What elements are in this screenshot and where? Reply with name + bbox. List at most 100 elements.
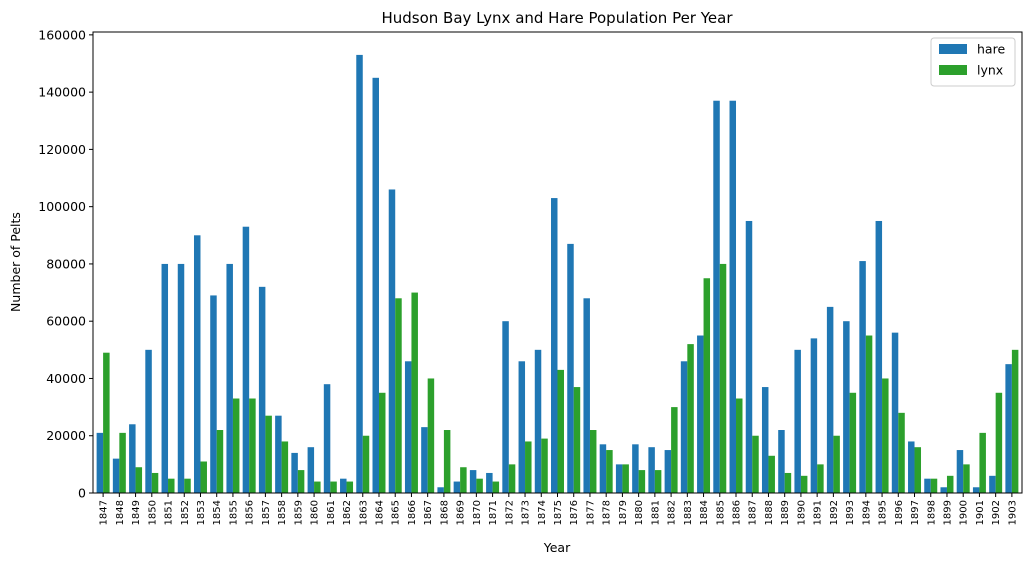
bar-hare-1889 bbox=[778, 430, 785, 493]
bar-hare-1877 bbox=[583, 298, 590, 493]
x-tick-label: 1862 bbox=[342, 500, 353, 525]
bar-lynx-1866 bbox=[411, 292, 418, 493]
bar-hare-1872 bbox=[502, 321, 509, 493]
bar-hare-1860 bbox=[307, 447, 315, 493]
bar-hare-1864 bbox=[372, 77, 379, 493]
x-tick-label: 1868 bbox=[439, 500, 450, 525]
x-tick-label: 1877 bbox=[585, 500, 596, 525]
x-tick-label: 1855 bbox=[228, 500, 239, 525]
bar-hare-1870 bbox=[469, 470, 477, 493]
bar-lynx-1898 bbox=[930, 478, 938, 493]
bar-lynx-1881 bbox=[654, 470, 662, 493]
bar-lynx-1848 bbox=[119, 432, 126, 493]
bar-hare-1851 bbox=[161, 263, 169, 493]
bar-hare-1885 bbox=[713, 100, 720, 493]
bar-lynx-1888 bbox=[768, 455, 775, 493]
legend-label-hare: hare bbox=[977, 42, 1005, 57]
x-tick-label: 1875 bbox=[553, 500, 564, 525]
x-tick-label: 1879 bbox=[618, 500, 629, 525]
legend: hare lynx bbox=[930, 37, 1016, 87]
bar-hare-1859 bbox=[291, 452, 298, 493]
x-tick-label: 1867 bbox=[423, 500, 434, 525]
bar-hare-1886 bbox=[729, 100, 737, 493]
x-tick-label: 1896 bbox=[894, 500, 905, 525]
bar-hare-1901 bbox=[972, 487, 980, 493]
bar-lynx-1850 bbox=[151, 472, 159, 493]
bar-lynx-1899 bbox=[946, 475, 954, 493]
bar-lynx-1891 bbox=[817, 464, 824, 493]
bar-lynx-1892 bbox=[833, 435, 840, 493]
bar-lynx-1855 bbox=[232, 398, 240, 493]
bar-lynx-1849 bbox=[135, 467, 143, 493]
x-tick-label: 1851 bbox=[164, 500, 175, 525]
bar-lynx-1901 bbox=[979, 432, 986, 493]
bar-hare-1896 bbox=[891, 332, 899, 493]
x-axis: 1847 1848 1849 1850 1851 1852 1853 1854 1855 1856… bbox=[99, 493, 1018, 525]
bar-lynx-1864 bbox=[378, 392, 386, 493]
x-tick-label: 1848 bbox=[115, 500, 126, 525]
x-tick-label: 1870 bbox=[472, 500, 483, 525]
bar-hare-1878 bbox=[599, 444, 607, 493]
bar-lynx-1893 bbox=[849, 392, 857, 493]
bar-hare-1881 bbox=[648, 447, 655, 493]
bar-lynx-1897 bbox=[914, 447, 922, 493]
bar-hare-1868 bbox=[437, 487, 444, 493]
x-tick-label: 1863 bbox=[358, 500, 369, 525]
x-tick-label: 1861 bbox=[326, 500, 337, 525]
bar-lynx-1870 bbox=[476, 478, 483, 493]
bar-hare-1897 bbox=[908, 441, 915, 493]
bar-hare-1850 bbox=[145, 349, 152, 493]
bar-hare-1852 bbox=[177, 263, 185, 493]
bar-lynx-1873 bbox=[525, 441, 532, 493]
x-tick-label: 1897 bbox=[910, 500, 921, 525]
x-tick-label: 1895 bbox=[878, 500, 889, 525]
bar-hare-1892 bbox=[826, 306, 834, 493]
bar-hare-1867 bbox=[421, 427, 428, 493]
x-tick-label: 1865 bbox=[391, 500, 402, 525]
bar-lynx-1882 bbox=[671, 407, 678, 493]
bar-hare-1887 bbox=[745, 220, 753, 494]
x-tick-label: 1854 bbox=[212, 500, 223, 525]
bar-lynx-1867 bbox=[427, 378, 435, 493]
x-tick-label: 1881 bbox=[650, 500, 661, 525]
bar-hare-1863 bbox=[356, 54, 363, 493]
bar-lynx-1875 bbox=[557, 369, 564, 493]
x-tick-label: 1882 bbox=[667, 500, 678, 525]
x-tick-label: 1866 bbox=[407, 500, 418, 525]
bar-hare-1880 bbox=[632, 444, 639, 493]
bar-hare-1895 bbox=[875, 220, 883, 494]
bar-lynx-1868 bbox=[443, 430, 451, 493]
bar-lynx-1863 bbox=[362, 435, 370, 493]
x-tick-label: 1860 bbox=[310, 500, 321, 525]
bar-lynx-1883 bbox=[687, 344, 694, 493]
bar-lynx-1879 bbox=[622, 464, 629, 493]
y-tick-label: 100000 bbox=[38, 199, 86, 214]
bar-hare-1854 bbox=[210, 295, 217, 493]
bar-lynx-1853 bbox=[200, 461, 207, 493]
bar-hare-1849 bbox=[129, 424, 136, 493]
bar-hare-1899 bbox=[940, 487, 947, 493]
bar-lynx-1895 bbox=[882, 378, 889, 493]
bar-hare-1857 bbox=[258, 286, 266, 493]
bar-hare-1888 bbox=[761, 387, 769, 493]
y-tick-label: 140000 bbox=[38, 85, 86, 100]
x-tick-label: 1847 bbox=[99, 500, 110, 525]
bar-hare-1847 bbox=[96, 432, 104, 493]
x-tick-label: 1873 bbox=[521, 500, 532, 525]
bar-hare-1873 bbox=[518, 361, 526, 493]
bar-lynx-1902 bbox=[995, 392, 1003, 493]
bar-hare-1882 bbox=[664, 450, 672, 493]
bar-hare-1875 bbox=[551, 198, 558, 493]
bar-lynx-1903 bbox=[1011, 349, 1019, 493]
bar-hare-1853 bbox=[193, 235, 201, 494]
bar-hare-1848 bbox=[112, 458, 120, 493]
bar-lynx-1896 bbox=[898, 412, 905, 493]
bar-hare-1871 bbox=[486, 472, 493, 493]
x-tick-label: 1849 bbox=[131, 500, 142, 525]
bar-lynx-1859 bbox=[297, 470, 305, 493]
bar-lynx-1851 bbox=[168, 478, 175, 493]
bar-lynx-1877 bbox=[589, 430, 597, 493]
y-tick-label: 0 bbox=[78, 486, 86, 501]
x-tick-label: 1878 bbox=[602, 500, 613, 525]
